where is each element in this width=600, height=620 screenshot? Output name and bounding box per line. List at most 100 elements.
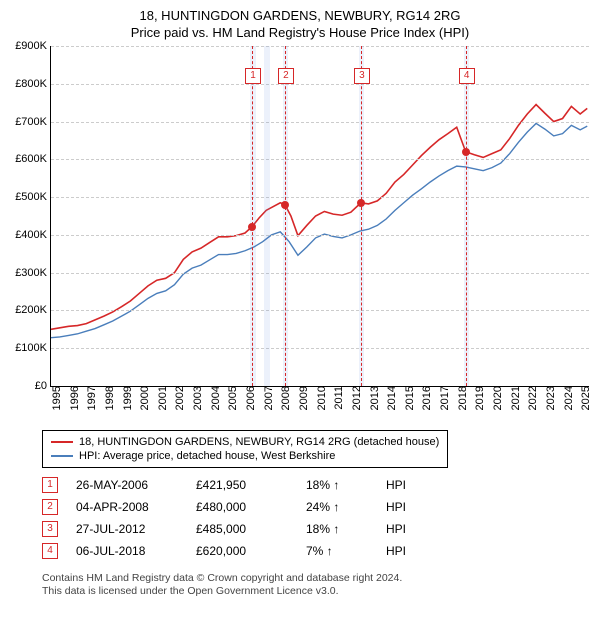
x-tick-label: 1998 xyxy=(100,386,116,410)
sales-date: 06-JUL-2018 xyxy=(76,544,196,558)
legend-swatch xyxy=(51,455,73,457)
sales-delta: 18% ↑ xyxy=(306,522,386,536)
x-tick-label: 2008 xyxy=(276,386,292,410)
x-tick-label: 2006 xyxy=(241,386,257,410)
y-tick-label: £800K xyxy=(15,78,51,90)
y-gridline xyxy=(51,273,589,274)
legend-row: HPI: Average price, detached house, West… xyxy=(51,449,439,463)
footer-line: This data is licensed under the Open Gov… xyxy=(42,585,402,598)
sales-row: 2 04-APR-2008£480,00024% ↑HPI xyxy=(42,496,426,518)
x-tick-label: 2023 xyxy=(541,386,557,410)
y-gridline xyxy=(51,46,589,47)
x-tick-label: 1996 xyxy=(65,386,81,410)
shaded-band xyxy=(264,46,269,386)
x-tick-label: 2016 xyxy=(417,386,433,410)
sale-marker-dot xyxy=(281,201,289,209)
sales-index-box: 4 xyxy=(42,543,58,559)
marker-vline xyxy=(285,46,286,386)
series-lines-layer xyxy=(51,46,589,386)
marker-index-box: 2 xyxy=(278,68,294,84)
title-address: 18, HUNTINGDON GARDENS, NEWBURY, RG14 2R… xyxy=(0,0,600,23)
sales-vs-label: HPI xyxy=(386,522,426,536)
legend-label: 18, HUNTINGDON GARDENS, NEWBURY, RG14 2R… xyxy=(79,435,439,449)
marker-index-box: 3 xyxy=(354,68,370,84)
legend-swatch xyxy=(51,441,73,443)
y-gridline xyxy=(51,84,589,85)
title-subtitle: Price paid vs. HM Land Registry's House … xyxy=(0,23,600,40)
sales-date: 27-JUL-2012 xyxy=(76,522,196,536)
legend-row: 18, HUNTINGDON GARDENS, NEWBURY, RG14 2R… xyxy=(51,435,439,449)
x-tick-label: 2004 xyxy=(206,386,222,410)
y-tick-label: £600K xyxy=(15,153,51,165)
footer-line: Contains HM Land Registry data © Crown c… xyxy=(42,572,402,585)
series-line-hpi xyxy=(51,123,587,337)
legend-label: HPI: Average price, detached house, West… xyxy=(79,449,335,463)
sale-marker-dot xyxy=(462,148,470,156)
y-tick-label: £100K xyxy=(15,342,51,354)
chart-container: 18, HUNTINGDON GARDENS, NEWBURY, RG14 2R… xyxy=(0,0,600,620)
sales-date: 26-MAY-2006 xyxy=(76,478,196,492)
sales-index-box: 2 xyxy=(42,499,58,515)
sales-row: 1 26-MAY-2006£421,95018% ↑HPI xyxy=(42,474,426,496)
x-tick-label: 2013 xyxy=(365,386,381,410)
series-line-property xyxy=(51,105,587,330)
marker-index-box: 4 xyxy=(459,68,475,84)
marker-vline xyxy=(361,46,362,386)
sales-price: £421,950 xyxy=(196,478,306,492)
y-gridline xyxy=(51,197,589,198)
x-tick-label: 2003 xyxy=(188,386,204,410)
footer-attribution: Contains HM Land Registry data © Crown c… xyxy=(42,572,402,598)
x-tick-label: 2002 xyxy=(170,386,186,410)
y-gridline xyxy=(51,159,589,160)
sales-delta: 24% ↑ xyxy=(306,500,386,514)
x-tick-label: 2001 xyxy=(153,386,169,410)
y-tick-label: £200K xyxy=(15,304,51,316)
x-tick-label: 2015 xyxy=(400,386,416,410)
y-tick-label: £300K xyxy=(15,267,51,279)
marker-vline xyxy=(252,46,253,386)
sales-row: 3 27-JUL-2012£485,00018% ↑HPI xyxy=(42,518,426,540)
x-tick-label: 2025 xyxy=(576,386,592,410)
x-tick-label: 2005 xyxy=(223,386,239,410)
sale-marker-dot xyxy=(357,199,365,207)
x-tick-label: 1999 xyxy=(118,386,134,410)
y-gridline xyxy=(51,348,589,349)
y-tick-label: £700K xyxy=(15,116,51,128)
sales-price: £620,000 xyxy=(196,544,306,558)
x-tick-label: 2000 xyxy=(135,386,151,410)
x-tick-label: 2020 xyxy=(488,386,504,410)
x-tick-label: 2019 xyxy=(470,386,486,410)
sales-vs-label: HPI xyxy=(386,500,426,514)
x-tick-label: 1997 xyxy=(82,386,98,410)
y-tick-label: £500K xyxy=(15,191,51,203)
x-tick-label: 2014 xyxy=(382,386,398,410)
x-tick-label: 2011 xyxy=(329,386,345,410)
sale-marker-dot xyxy=(248,223,256,231)
sales-row: 4 06-JUL-2018£620,0007% ↑HPI xyxy=(42,540,426,562)
x-tick-label: 2024 xyxy=(559,386,575,410)
legend-box: 18, HUNTINGDON GARDENS, NEWBURY, RG14 2R… xyxy=(42,430,448,468)
sales-delta: 7% ↑ xyxy=(306,544,386,558)
x-tick-label: 2007 xyxy=(259,386,275,410)
sales-price: £480,000 xyxy=(196,500,306,514)
marker-vline xyxy=(466,46,467,386)
y-gridline xyxy=(51,235,589,236)
x-tick-label: 2017 xyxy=(435,386,451,410)
x-tick-label: 2009 xyxy=(294,386,310,410)
sales-delta: 18% ↑ xyxy=(306,478,386,492)
sales-date: 04-APR-2008 xyxy=(76,500,196,514)
marker-index-box: 1 xyxy=(245,68,261,84)
chart-plot-area: £0£100K£200K£300K£400K£500K£600K£700K£80… xyxy=(50,46,589,387)
x-tick-label: 2022 xyxy=(523,386,539,410)
sales-index-box: 3 xyxy=(42,521,58,537)
sales-price: £485,000 xyxy=(196,522,306,536)
y-gridline xyxy=(51,310,589,311)
x-tick-label: 2018 xyxy=(453,386,469,410)
sales-vs-label: HPI xyxy=(386,478,426,492)
y-gridline xyxy=(51,122,589,123)
x-tick-label: 2010 xyxy=(312,386,328,410)
sales-index-box: 1 xyxy=(42,477,58,493)
sales-vs-label: HPI xyxy=(386,544,426,558)
y-tick-label: £900K xyxy=(15,40,51,52)
x-tick-label: 2012 xyxy=(347,386,363,410)
